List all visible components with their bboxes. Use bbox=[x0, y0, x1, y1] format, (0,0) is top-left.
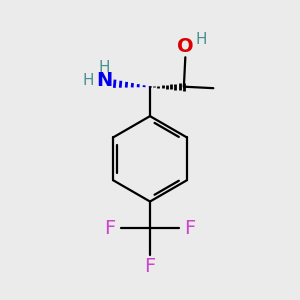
Text: H: H bbox=[82, 73, 94, 88]
Text: F: F bbox=[144, 257, 156, 276]
Text: H: H bbox=[99, 60, 110, 75]
Text: H: H bbox=[196, 32, 207, 47]
Text: F: F bbox=[184, 218, 195, 238]
Text: F: F bbox=[105, 218, 116, 238]
Text: N: N bbox=[96, 71, 112, 90]
Text: O: O bbox=[177, 37, 194, 56]
